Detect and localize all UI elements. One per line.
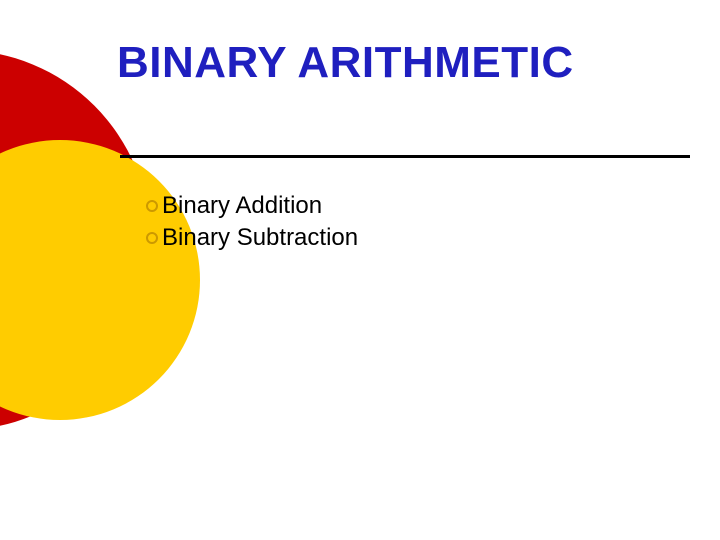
bullet-text: Binary Subtraction xyxy=(162,224,358,252)
slide-title: BINARY ARITHMETIC xyxy=(117,38,574,88)
list-item: Binary Addition xyxy=(146,192,358,220)
list-item: Binary Subtraction xyxy=(146,224,358,252)
bullet-marker-icon xyxy=(146,232,158,244)
bullet-marker-icon xyxy=(146,200,158,212)
decoration-yellow-circle xyxy=(0,140,200,420)
title-divider xyxy=(120,155,690,158)
bullet-list: Binary Addition Binary Subtraction xyxy=(146,192,358,256)
bullet-text: Binary Addition xyxy=(162,192,322,220)
